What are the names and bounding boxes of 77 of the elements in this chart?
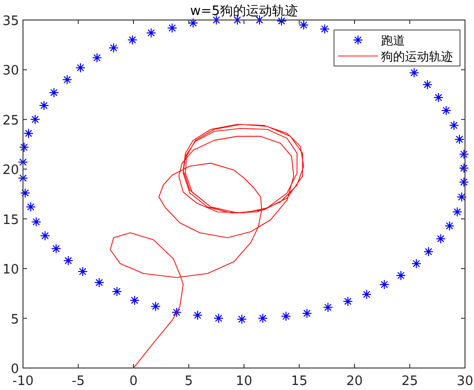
x-tick-label: 0 xyxy=(129,374,138,389)
point xyxy=(396,270,406,281)
point xyxy=(211,15,222,25)
x-tick-label: 20 xyxy=(346,374,363,389)
point xyxy=(24,128,34,138)
point xyxy=(424,246,434,257)
point xyxy=(452,206,462,217)
point xyxy=(146,28,156,38)
point xyxy=(236,314,247,324)
point xyxy=(63,256,74,266)
point xyxy=(188,18,198,28)
point xyxy=(75,62,86,73)
point xyxy=(19,142,30,152)
point xyxy=(192,310,203,320)
point xyxy=(322,302,333,312)
point xyxy=(302,308,312,318)
point xyxy=(127,34,138,45)
x-tick-label: 5 xyxy=(184,374,193,389)
point xyxy=(48,88,59,98)
point xyxy=(172,307,182,318)
point xyxy=(436,234,446,244)
point xyxy=(441,105,452,116)
point xyxy=(448,120,459,130)
point xyxy=(214,313,224,324)
point xyxy=(456,192,467,202)
point xyxy=(112,286,122,296)
point xyxy=(51,244,62,254)
point xyxy=(458,163,469,174)
point xyxy=(18,157,28,168)
point xyxy=(38,100,49,111)
y-tick-label: 35 xyxy=(2,14,19,29)
point xyxy=(18,173,28,184)
x-tick-label: 30 xyxy=(456,374,474,389)
point xyxy=(422,80,432,90)
x-tick-label: -5 xyxy=(72,374,85,389)
x-tick-label: 15 xyxy=(290,374,308,389)
point xyxy=(409,68,420,78)
legend-label: 狗的运动轨迹 xyxy=(381,50,453,64)
x-tick-label: 10 xyxy=(236,374,252,389)
x-tick-label: 25 xyxy=(401,374,418,389)
point xyxy=(30,114,40,124)
point xyxy=(411,258,422,269)
x-tick-label: -10 xyxy=(12,374,34,389)
point xyxy=(40,230,50,241)
point xyxy=(150,301,161,312)
y-tick-label: 5 xyxy=(10,312,19,328)
y-tick-label: 20 xyxy=(2,163,19,178)
point xyxy=(130,295,140,306)
point xyxy=(94,277,104,288)
line-series xyxy=(110,124,304,368)
y-tick-label: 30 xyxy=(2,64,19,79)
point xyxy=(31,216,42,227)
y-tick-label: 15 xyxy=(2,212,19,228)
point xyxy=(26,202,36,212)
legend-label: 跑道 xyxy=(381,34,405,48)
point xyxy=(342,296,353,306)
chart-title: w=5狗的运动轨迹 xyxy=(190,3,298,19)
point xyxy=(320,24,330,34)
point xyxy=(444,220,455,231)
point xyxy=(108,42,119,53)
point xyxy=(362,289,372,300)
point xyxy=(62,74,72,85)
point xyxy=(379,279,390,290)
point xyxy=(298,20,309,30)
point xyxy=(92,52,102,63)
point xyxy=(280,311,291,322)
point xyxy=(433,92,444,103)
point xyxy=(458,177,469,188)
y-tick-label: 0 xyxy=(10,362,19,377)
point xyxy=(454,134,464,144)
point xyxy=(258,313,268,324)
point xyxy=(167,22,178,33)
y-tick-label: 10 xyxy=(2,262,19,278)
point xyxy=(78,266,88,277)
y-tick-label: 25 xyxy=(2,113,19,128)
point xyxy=(458,149,469,160)
point xyxy=(20,188,30,198)
